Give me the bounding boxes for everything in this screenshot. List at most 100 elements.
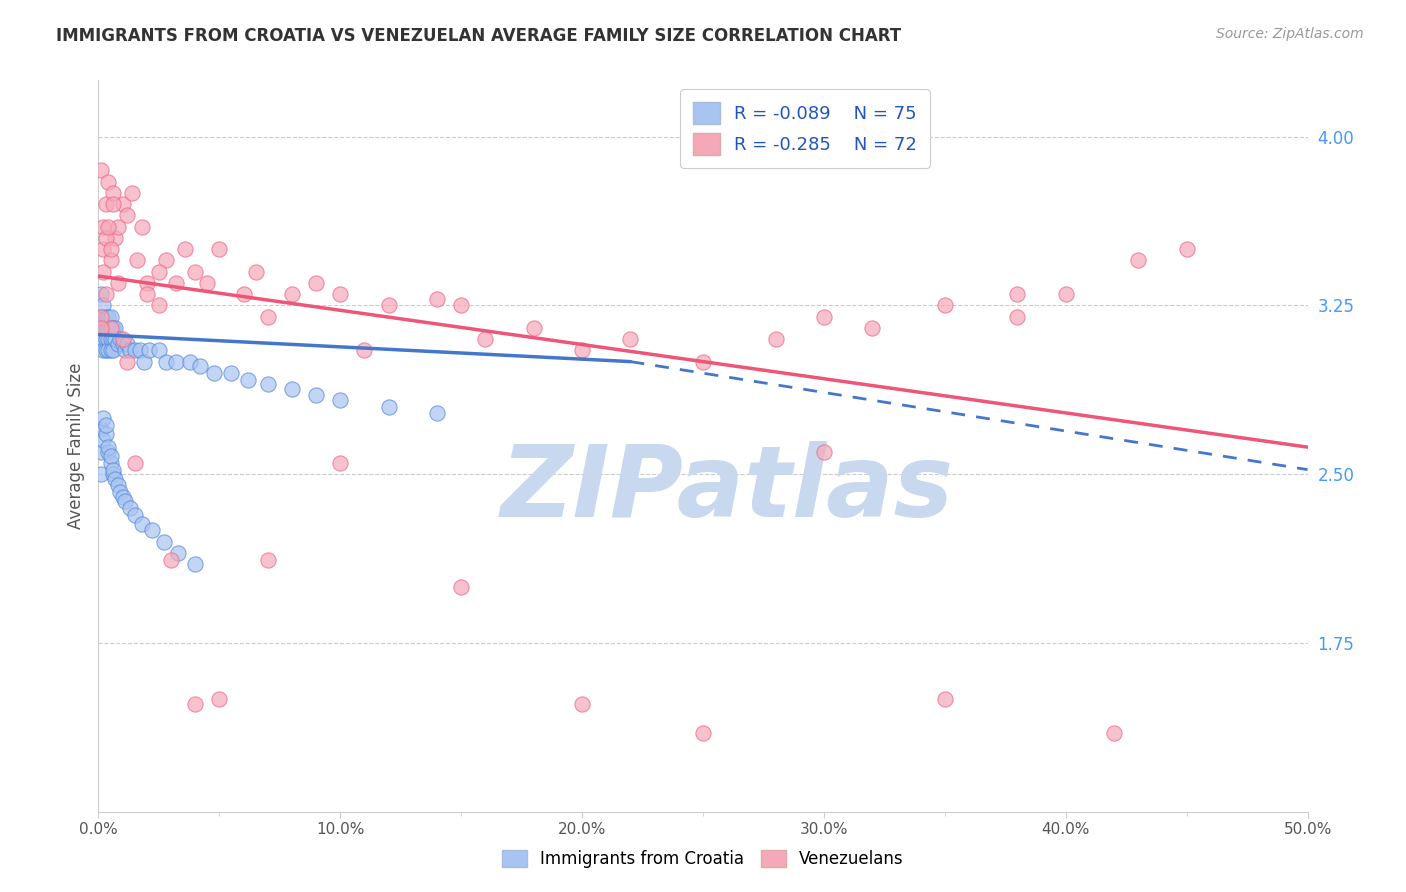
Point [124, 343, 146, 358]
Point [90, 321, 112, 335]
Point [104, 332, 127, 346]
Point [1175, 242, 1198, 256]
Point [131, 516, 153, 531]
Point [90, 332, 112, 346]
Point [571, 697, 593, 711]
Point [377, 400, 399, 414]
Point [100, 332, 122, 346]
Point [91, 332, 114, 346]
Point [813, 444, 835, 458]
Point [167, 546, 190, 560]
Point [107, 219, 129, 234]
Point [90, 444, 112, 458]
Point [97, 444, 120, 458]
Point [329, 456, 352, 470]
Point [94, 417, 117, 432]
Point [94, 343, 117, 358]
Point [100, 343, 122, 358]
Point [114, 343, 136, 358]
Point [100, 321, 122, 335]
Point [141, 524, 163, 538]
Point [111, 197, 134, 211]
Point [155, 253, 177, 268]
Point [204, 366, 226, 380]
Point [91, 410, 114, 425]
Point [101, 343, 124, 358]
Point [104, 321, 127, 335]
Point [256, 310, 278, 324]
Point [329, 287, 352, 301]
Text: IMMIGRANTS FROM CROATIA VS VENEZUELAN AVERAGE FAMILY SIZE CORRELATION CHART: IMMIGRANTS FROM CROATIA VS VENEZUELAN AV… [56, 27, 901, 45]
Point [94, 231, 117, 245]
Point [135, 276, 157, 290]
Point [134, 354, 156, 368]
Point [111, 336, 134, 351]
Point [127, 253, 149, 268]
Point [111, 490, 134, 504]
Point [91, 298, 114, 312]
Text: ZIPatlas: ZIPatlas [501, 442, 953, 539]
Point [1054, 287, 1077, 301]
Point [1102, 726, 1125, 740]
Point [94, 287, 117, 301]
Point [523, 321, 546, 335]
Point [90, 467, 112, 482]
Point [165, 276, 187, 290]
Point [91, 310, 114, 324]
Point [94, 197, 117, 211]
Point [97, 175, 120, 189]
Point [152, 534, 174, 549]
Point [813, 310, 835, 324]
Point [118, 343, 141, 358]
Point [94, 426, 117, 441]
Point [377, 298, 399, 312]
Point [101, 467, 124, 482]
Point [124, 456, 146, 470]
Point [1007, 287, 1029, 301]
Text: Source: ZipAtlas.com: Source: ZipAtlas.com [1216, 27, 1364, 41]
Point [245, 264, 267, 278]
Point [90, 321, 112, 335]
Point [117, 208, 139, 222]
Point [101, 321, 124, 335]
Point [108, 485, 131, 500]
Point [104, 231, 127, 245]
Point [114, 494, 136, 508]
Point [107, 478, 129, 492]
Point [97, 343, 120, 358]
Point [765, 332, 787, 346]
Point [104, 472, 127, 486]
Point [124, 508, 146, 522]
Point [305, 388, 328, 402]
Point [138, 343, 160, 358]
Point [238, 373, 260, 387]
Point [97, 321, 120, 335]
Point [474, 332, 496, 346]
Point [101, 186, 124, 200]
Point [160, 552, 183, 566]
Point [179, 354, 201, 368]
Y-axis label: Average Family Size: Average Family Size [66, 363, 84, 529]
Point [107, 336, 129, 351]
Point [232, 287, 254, 301]
Point [1128, 253, 1150, 268]
Point [121, 186, 143, 200]
Point [97, 440, 120, 454]
Point [353, 343, 375, 358]
Point [256, 377, 278, 392]
Point [91, 343, 114, 358]
Point [91, 242, 114, 256]
Point [97, 310, 120, 324]
Point [91, 219, 114, 234]
Point [117, 336, 139, 351]
Point [195, 276, 218, 290]
Point [107, 276, 129, 290]
Point [97, 332, 120, 346]
Point [94, 321, 117, 335]
Point [135, 287, 157, 301]
Point [188, 359, 211, 373]
Point [281, 287, 304, 301]
Point [305, 276, 328, 290]
Point [148, 343, 170, 358]
Point [571, 343, 593, 358]
